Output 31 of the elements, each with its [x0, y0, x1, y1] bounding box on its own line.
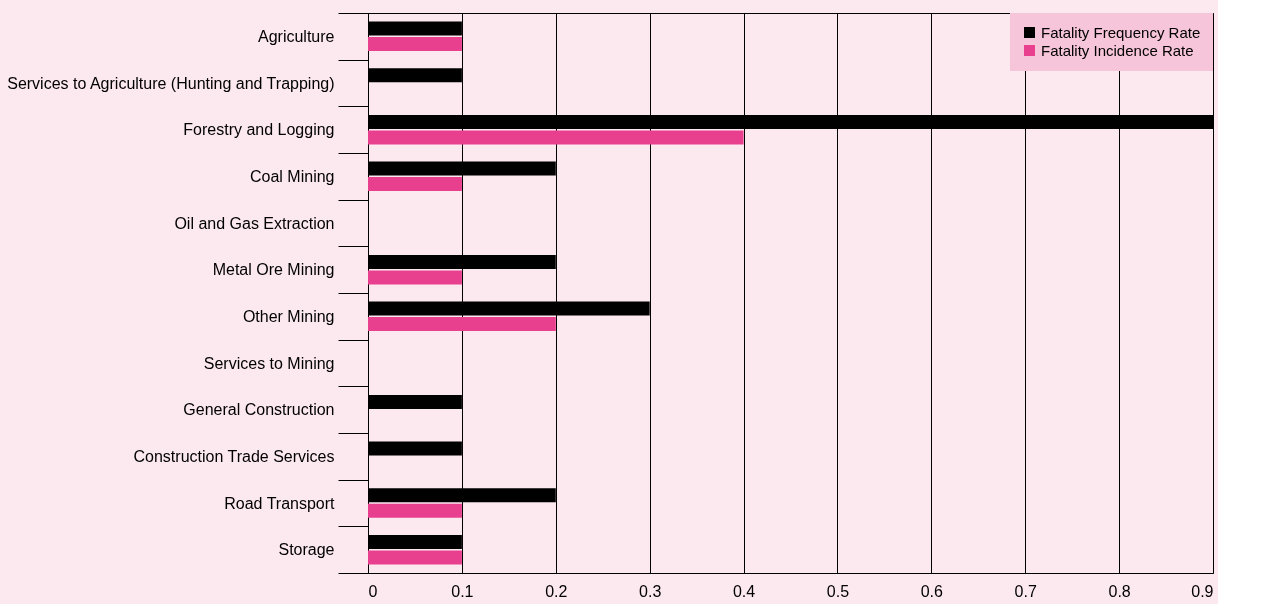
bar [368, 130, 744, 145]
x-tick-label: 0 [368, 582, 378, 600]
x-tick-label: 0.5 [826, 582, 850, 600]
legend-label: Fatality Frequency Rate [1041, 23, 1201, 41]
y-tick-label: Metal Ore Mining [212, 261, 335, 279]
y-tick-label: General Construction [183, 401, 335, 419]
y-tick-label: Agriculture [258, 27, 335, 45]
y-tick-label: Oil and Gas Extraction [174, 214, 335, 232]
x-tick-label: 0.8 [1108, 582, 1131, 600]
y-tick-label: Storage [278, 541, 335, 559]
y-tick-label: Construction Trade Services [133, 447, 335, 465]
y-tick-label: Coal Mining [250, 167, 335, 185]
x-tick-label: 0.9 [1191, 582, 1214, 600]
bar [368, 550, 462, 565]
y-tick-label: Other Mining [242, 307, 335, 325]
bar [368, 317, 556, 332]
x-tick-label: 0.2 [545, 582, 568, 600]
y-tick-label: Services to Agriculture (Hunting and Trapping) [7, 74, 335, 92]
x-tick-label: 0.6 [920, 582, 944, 600]
y-tick-label: Forestry and Logging [183, 121, 335, 139]
x-tick-label: 0.4 [732, 582, 756, 600]
bar [368, 270, 462, 285]
x-tick-label: 0.3 [639, 582, 662, 600]
x-tick-label: 0.7 [1014, 582, 1037, 600]
bar [368, 37, 462, 52]
legend-label: Fatality Incidence Rate [1041, 41, 1194, 59]
x-tick-label: 0.1 [451, 582, 474, 600]
bar [368, 503, 462, 518]
bar [368, 177, 462, 192]
y-tick-label: Road Transport [224, 494, 336, 512]
y-tick-label: Services to Mining [203, 354, 335, 372]
